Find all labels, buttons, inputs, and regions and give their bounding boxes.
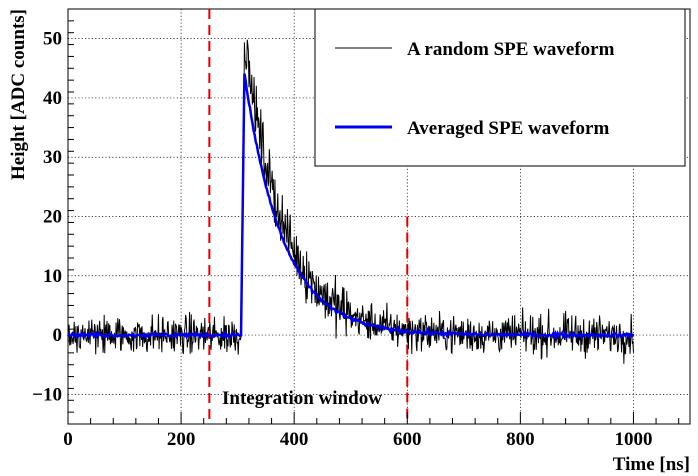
y-tick-label: 10 — [43, 266, 62, 287]
y-tick-label: −10 — [32, 384, 62, 405]
y-axis-title: Height [ADC counts] — [8, 9, 29, 180]
y-tick-label: 20 — [43, 207, 62, 228]
integration-window-lines — [208, 9, 409, 424]
legend-label-averaged-spe: Averaged SPE waveform — [407, 118, 609, 139]
legend: A random SPE waveform Averaged SPE wavef… — [314, 8, 686, 167]
x-axis-title: Time [ns] — [613, 454, 690, 475]
series-line-averaged-spe — [66, 73, 635, 341]
integration-window-label: Integration window — [222, 388, 382, 409]
x-tick-label: 400 — [280, 429, 309, 450]
y-tick-label: 0 — [53, 325, 63, 346]
series-line-random-spe — [67, 39, 634, 364]
x-tick-label: 800 — [506, 429, 535, 450]
y-tick-label: 30 — [43, 147, 62, 168]
x-tick-label: 200 — [167, 429, 196, 450]
legend-label-random-spe: A random SPE waveform — [407, 39, 615, 60]
x-tick-label: 1000 — [614, 429, 652, 450]
legend-box — [314, 8, 686, 167]
x-tick-label: 600 — [393, 429, 422, 450]
y-tick-labels: −10 0 10 20 30 40 50 — [32, 29, 62, 406]
y-tick-label: 40 — [43, 88, 62, 109]
x-tick-labels: 0 200 400 600 800 1000 — [63, 429, 652, 450]
y-tick-label: 50 — [43, 29, 62, 50]
x-tick-label: 0 — [63, 429, 73, 450]
axis-ticks — [67, 8, 680, 425]
series-layer — [66, 39, 635, 364]
